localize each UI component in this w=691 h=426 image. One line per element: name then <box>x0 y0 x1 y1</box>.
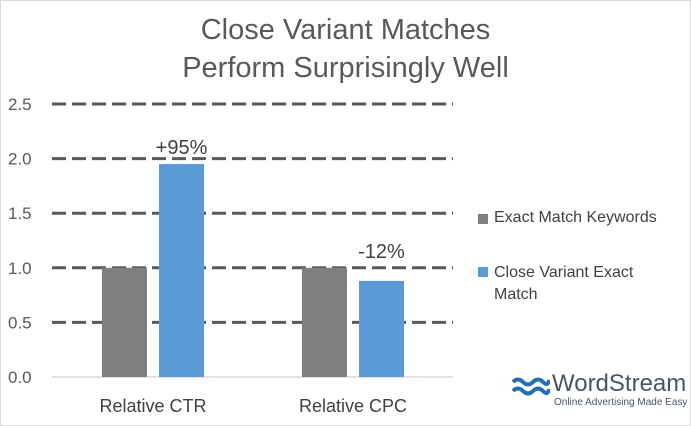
x-category-label: Relative CPC <box>299 396 407 416</box>
y-tick-label: 1.5 <box>8 204 32 223</box>
bar-close-variant <box>359 280 404 377</box>
legend-label-line-2: Match <box>494 286 538 303</box>
bar-exact <box>302 267 347 377</box>
y-tick-label: 2.0 <box>8 150 32 169</box>
data-label: -12% <box>358 241 405 263</box>
bar-close-variant <box>159 164 204 377</box>
legend-item-close-variant: Close Variant Exact Match <box>478 262 633 306</box>
legend-label-line-1: Close Variant Exact <box>494 264 634 281</box>
y-tick-label: 1.0 <box>8 259 32 278</box>
legend-label: Exact Match Keywords <box>494 209 657 226</box>
logo-name: WordStream <box>552 370 687 397</box>
y-tick-label: 0.0 <box>8 368 32 387</box>
chart-title-line-1: Close Variant Matches <box>200 14 491 46</box>
x-category-label: Relative CTR <box>99 396 206 416</box>
legend-item-exact-match: Exact Match Keywords <box>478 209 657 227</box>
data-label: +95% <box>156 137 208 159</box>
legend-swatch-gray <box>478 214 488 224</box>
wave-icon <box>512 377 550 396</box>
chart-title-line-2: Perform Surprisingly Well <box>182 52 509 84</box>
logo-tagline: Online Advertising Made Easy <box>554 397 688 408</box>
y-tick-label: 2.5 <box>8 95 32 114</box>
bar-exact <box>102 267 147 377</box>
legend-swatch-blue <box>478 267 488 277</box>
y-tick-label: 0.5 <box>8 313 32 332</box>
legend-label: Close Variant Exact Match <box>494 262 633 306</box>
